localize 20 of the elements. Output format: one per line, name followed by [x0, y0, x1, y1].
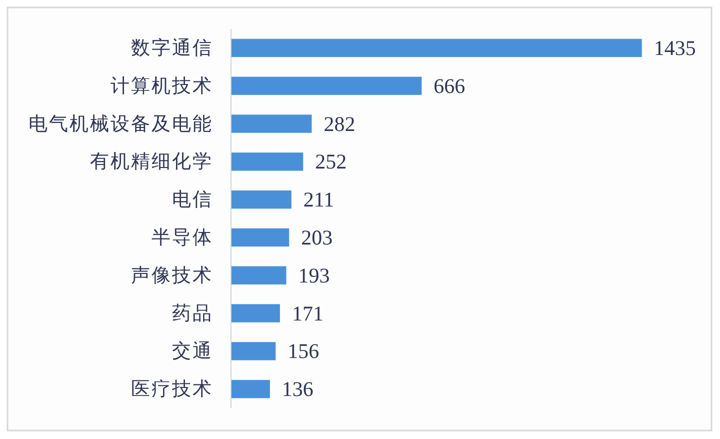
- data-label: 156: [288, 339, 320, 364]
- data-label: 666: [434, 74, 466, 98]
- category-label: 计算机技术: [110, 74, 213, 97]
- category-label: 声像技术: [131, 264, 213, 286]
- category-label: 半导体: [152, 226, 213, 248]
- category-label: 药品: [172, 302, 213, 324]
- category-label: 数字通信: [131, 36, 213, 59]
- data-label: 171: [292, 301, 324, 326]
- data-label: 136: [282, 377, 314, 402]
- category-label: 医疗技术: [131, 378, 213, 400]
- data-label: 282: [324, 112, 356, 136]
- data-label: 211: [303, 188, 334, 212]
- data-label: 252: [315, 150, 347, 174]
- category-label: 有机精细化学: [90, 150, 213, 173]
- data-label: 193: [298, 263, 330, 288]
- data-label: 203: [301, 225, 333, 250]
- data-label: 1435: [654, 36, 696, 60]
- category-label: 电气机械设备及电能: [28, 112, 213, 135]
- category-label: 交通: [172, 340, 213, 362]
- category-label: 电信: [172, 188, 213, 211]
